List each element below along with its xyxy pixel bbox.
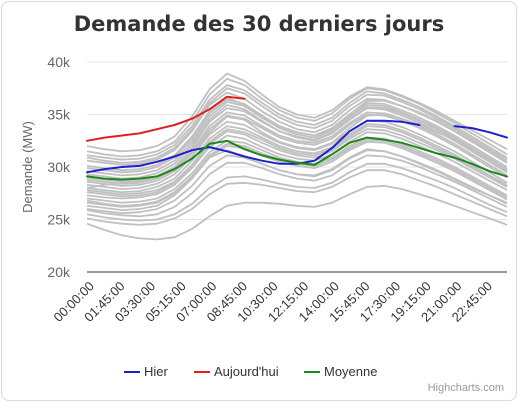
y-tick-label: 35k <box>47 107 71 123</box>
background-day-line <box>86 104 508 180</box>
legend-item[interactable]: Aujourd'hui <box>214 364 279 379</box>
y-tick-label: 20k <box>47 264 71 280</box>
background-day-line <box>86 123 508 194</box>
y-tick-label: 30k <box>47 159 71 175</box>
background-day-line <box>86 77 508 158</box>
background-day-line <box>86 91 508 166</box>
y-axis-title: Demande (MW) <box>20 121 35 213</box>
background-day-line <box>86 101 508 177</box>
legend-item[interactable]: Hier <box>144 364 169 379</box>
series-line-hier <box>86 119 508 174</box>
series-line-moyenne <box>86 136 508 181</box>
chart-title: Demande des 30 derniers jours <box>73 12 445 36</box>
background-day-line <box>86 87 508 164</box>
background-day-line <box>86 169 508 226</box>
background-day-line <box>86 98 508 174</box>
background-day-line <box>86 128 508 198</box>
background-day-line <box>86 149 508 215</box>
legend-item[interactable]: Moyenne <box>324 364 377 379</box>
background-day-line <box>86 72 508 153</box>
background-day-line <box>86 154 508 218</box>
credit-link[interactable]: Highcharts.com <box>427 382 504 394</box>
y-tick-label: 40k <box>47 54 71 70</box>
background-day-line <box>86 119 508 190</box>
background-day-line <box>86 113 508 187</box>
background-day-line <box>86 140 508 208</box>
background-day-line <box>86 84 508 161</box>
background-day-line <box>86 111 508 185</box>
y-tick-label: 25k <box>47 212 71 228</box>
background-day-line <box>86 162 508 222</box>
background-day-line <box>86 125 508 196</box>
series-line-aujourd-hui <box>86 95 246 142</box>
background-day-line <box>86 185 508 241</box>
